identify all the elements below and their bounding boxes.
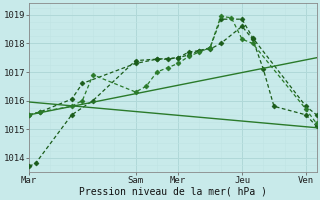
X-axis label: Pression niveau de la mer( hPa ): Pression niveau de la mer( hPa ) [79, 187, 267, 197]
